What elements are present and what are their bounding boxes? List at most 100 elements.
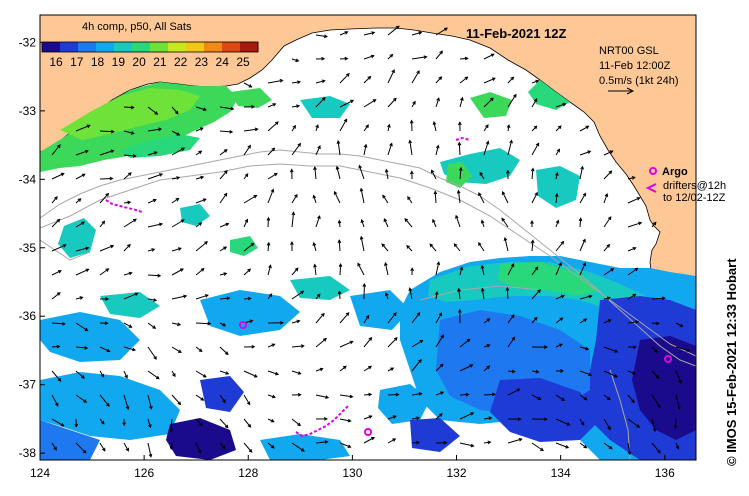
current-arrow-head: [82, 449, 87, 454]
current-arrow: [531, 317, 538, 324]
current-arrow: [531, 80, 539, 84]
current-arrow-head: [248, 84, 253, 88]
drifter-label-line1: drifters@12h: [663, 180, 726, 192]
current-arrow-head: [580, 165, 584, 170]
current-arrow: [243, 128, 258, 132]
current-arrow-head: [159, 173, 164, 177]
current-arrow: [459, 57, 468, 60]
current-arrow: [435, 334, 444, 348]
current-arrow-head: [207, 321, 212, 326]
current-arrow: [219, 170, 228, 180]
current-arrow-head: [338, 263, 343, 268]
current-arrow-head: [180, 219, 185, 223]
current-arrow-head: [337, 219, 342, 224]
current-arrow: [434, 191, 437, 204]
colorbar-segment: [240, 42, 259, 52]
x-tick-label: 126: [134, 466, 154, 480]
current-arrow: [339, 99, 354, 108]
current-arrow: [195, 268, 205, 276]
current-arrow: [315, 338, 327, 348]
current-arrow-head: [372, 99, 377, 103]
current-arrow-head: [557, 125, 562, 130]
current-arrow: [531, 394, 541, 400]
current-arrow-head: [392, 415, 397, 419]
current-arrow-head: [222, 399, 226, 404]
current-arrow-head: [183, 294, 188, 299]
current-arrow-head: [395, 25, 400, 30]
current-arrow: [267, 394, 276, 398]
current-arrow: [147, 106, 158, 115]
current-arrow-head: [223, 246, 228, 250]
current-arrow: [603, 319, 612, 324]
current-arrow-head: [533, 98, 538, 102]
current-arrow: [531, 240, 534, 252]
current-arrow: [338, 220, 341, 228]
x-tick-label: 132: [446, 466, 466, 480]
current-arrow: [195, 222, 202, 228]
current-arrow-head: [56, 344, 61, 349]
current-arrow: [435, 363, 444, 372]
current-arrow: [507, 314, 515, 324]
current-arrow-head: [510, 263, 515, 268]
current-arrow-head: [457, 141, 462, 146]
current-arrow: [406, 245, 413, 252]
y-tick-label: -34: [19, 172, 37, 186]
current-arrow-head: [555, 171, 559, 176]
map-area: [40, 15, 696, 460]
current-arrow: [147, 298, 157, 301]
current-arrow-head: [638, 221, 643, 226]
current-arrow-head: [177, 247, 182, 251]
current-arrow: [75, 221, 85, 228]
current-arrow: [603, 418, 611, 430]
current-arrow: [459, 364, 473, 372]
current-arrow: [603, 150, 613, 156]
current-arrow-head: [81, 221, 85, 225]
current-arrow-head: [130, 105, 135, 110]
current-arrow: [51, 370, 61, 382]
current-arrow-head: [349, 394, 354, 399]
current-arrow: [411, 312, 421, 324]
current-arrow: [501, 218, 509, 228]
current-arrow-head: [134, 292, 139, 296]
y-tick-label: -38: [19, 446, 37, 460]
current-source: NRT00 GSL: [599, 45, 659, 57]
current-arrow: [75, 370, 85, 379]
current-arrow: [411, 31, 422, 36]
current-arrow-head: [105, 297, 110, 301]
current-arrow: [459, 394, 469, 396]
isobaths: [40, 149, 696, 460]
current-arrow-head: [511, 369, 516, 374]
current-arrow-head: [321, 312, 325, 317]
current-arrow-head: [225, 222, 230, 227]
current-arrow-head: [323, 417, 328, 421]
current-arrow: [219, 193, 228, 204]
current-arrow: [627, 267, 638, 276]
current-arrow-head: [253, 374, 258, 378]
current-arrow-head: [456, 189, 461, 194]
current-arrow: [579, 166, 584, 180]
colorbar-tick-label: 22: [174, 55, 188, 69]
current-arrow: [579, 370, 592, 376]
current-arrow-head: [423, 55, 428, 59]
current-arrow-head: [279, 78, 284, 83]
current-arrow-head: [392, 97, 397, 102]
current-arrow-head: [204, 241, 208, 245]
current-arrow-head: [84, 149, 89, 154]
current-arrow: [123, 106, 134, 109]
current-arrow: [219, 418, 229, 428]
argo-float: [664, 355, 672, 363]
current-arrow: [75, 442, 87, 454]
drifter-track-1: [105, 199, 143, 213]
current-arrow: [507, 370, 515, 373]
x-tick-label: 136: [655, 466, 675, 480]
current-arrow: [267, 265, 272, 276]
current-arrow: [339, 31, 348, 36]
current-arrow: [171, 268, 184, 276]
current-arrow-head: [487, 440, 492, 445]
current-arrow: [195, 394, 204, 401]
current-arrow-head: [585, 346, 590, 351]
x-tick-label: 134: [551, 466, 571, 480]
current-arrow-head: [295, 58, 300, 63]
current-arrow-head: [272, 394, 276, 399]
current-arrow-head: [490, 53, 495, 57]
